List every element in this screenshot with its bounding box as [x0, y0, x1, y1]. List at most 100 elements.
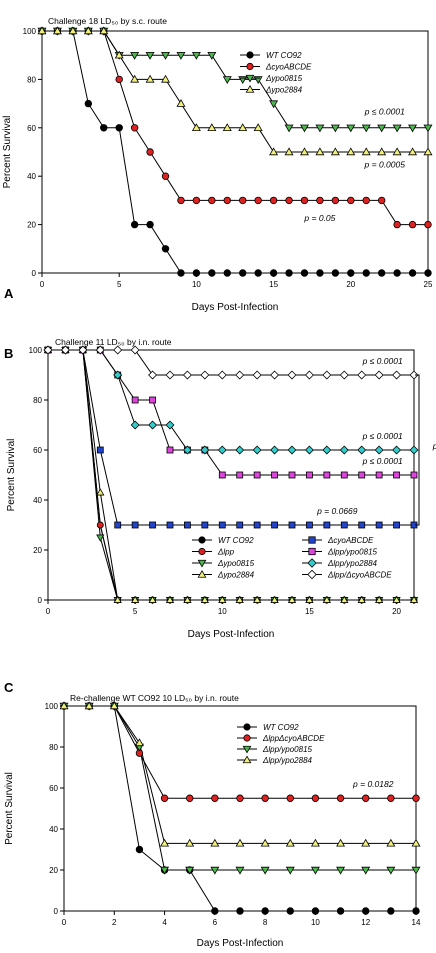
series-4-point: [184, 521, 191, 529]
series-4-point: [323, 521, 331, 529]
series-3-point: [270, 595, 279, 603]
series-6-point: [217, 445, 227, 455]
legend-label: ΔlppΔcyoABCDE: [262, 734, 325, 743]
series-0-point: [208, 269, 216, 277]
series-7-point: [304, 370, 314, 380]
series-3-point: [375, 595, 384, 603]
series-3-point: [99, 26, 109, 35]
series-4-point: [218, 521, 226, 529]
y-tick-label: 80: [33, 396, 42, 405]
series-6-point: [287, 445, 297, 455]
series-1-point: [177, 196, 185, 205]
series-7-point: [165, 370, 175, 380]
series-2-point: [315, 124, 325, 133]
series-3-point: [59, 701, 69, 710]
legend-marker: [243, 734, 251, 742]
series-0-point: [316, 269, 324, 277]
legend-marker: [242, 755, 252, 764]
p-value-annotation: p ≤ 0.0001: [364, 106, 405, 116]
series-6-point: [148, 420, 158, 430]
series-6-line: [48, 349, 414, 451]
series-1-point: [239, 196, 247, 205]
series-3-point: [392, 147, 402, 156]
x-tick-label: 10: [192, 280, 201, 289]
series-3-point: [210, 838, 220, 847]
series-2-point: [361, 866, 371, 875]
series-5-point: [236, 471, 244, 479]
series-6-point: [270, 445, 280, 455]
series-2-point: [185, 866, 195, 875]
series-0-point: [211, 907, 219, 915]
series-0-point: [393, 269, 401, 277]
series-5-point: [271, 471, 278, 479]
series-1-point: [236, 794, 244, 802]
series-4-point: [306, 521, 313, 529]
series-7-point: [200, 370, 210, 380]
series-2-point: [310, 866, 320, 875]
chart-title: Re-challenge WT CO92 10 LD₅₀ by i.n. rou…: [70, 693, 239, 703]
legend-marker: [198, 547, 206, 556]
series-2-point: [346, 124, 356, 133]
series-4-point: [96, 446, 104, 454]
p-value-annotation: p = 0.0005: [364, 160, 406, 170]
series-6-point: [409, 445, 419, 455]
series-7-point: [217, 370, 227, 380]
series-5-point: [131, 396, 139, 404]
y-tick-label: 20: [27, 221, 36, 230]
series-3-point: [191, 123, 201, 132]
x-tick-label: 5: [133, 607, 138, 616]
panel-c: C Re-challenge WT CO92 10 LD₅₀ by i.n. ro…: [4, 680, 421, 949]
series-4-point: [114, 521, 122, 529]
series-3-point: [423, 147, 433, 156]
legend-label: Δlpp/ypo2884: [327, 559, 378, 568]
series-2-point: [96, 534, 105, 542]
series-1-point: [377, 196, 386, 205]
y-axis-label: Percent Survival: [2, 116, 13, 189]
series-0-point: [177, 269, 185, 277]
series-2-point: [330, 124, 340, 133]
y-tick-label: 0: [38, 596, 43, 605]
series-3-point: [340, 595, 349, 603]
series-2-point: [260, 866, 270, 875]
series-3-point: [284, 147, 294, 156]
series-0-point: [408, 269, 417, 277]
y-tick-label: 100: [45, 702, 59, 711]
series-5-point: [410, 471, 418, 479]
series-7-point: [322, 370, 332, 380]
legend-label: Δypo0815: [217, 559, 255, 568]
series-0-point: [115, 124, 123, 132]
y-tick-label: 80: [49, 743, 58, 752]
series-5-point: [358, 471, 366, 479]
series-3-point: [269, 147, 279, 156]
series-3-point: [409, 595, 419, 603]
series-1-point: [347, 196, 355, 205]
series-1-point: [412, 794, 420, 802]
series-2-point: [285, 866, 295, 875]
series-6-point: [374, 445, 384, 455]
series-6-point: [357, 445, 367, 455]
series-0-point: [130, 220, 139, 229]
series-0-point: [387, 907, 395, 915]
x-tick-label: 10: [218, 607, 227, 616]
y-tick-label: 20: [49, 866, 58, 875]
y-tick-label: 0: [54, 907, 59, 916]
series-7-point: [78, 345, 88, 355]
series-7-point: [182, 370, 192, 380]
series-3-point: [346, 147, 356, 156]
series-0-point: [223, 269, 231, 277]
series-0-point: [261, 907, 269, 915]
legend-marker: [243, 723, 251, 731]
series-1-point: [261, 794, 269, 802]
chart-title: Challenge 11 LD₅₀ by i.n. route: [55, 337, 172, 347]
series-2-point: [408, 124, 418, 133]
series-5-line: [48, 349, 414, 476]
series-4-point: [236, 521, 244, 529]
legend-marker: [307, 569, 317, 580]
legend-marker: [308, 547, 316, 556]
series-1-point: [115, 75, 123, 84]
series-5-point: [218, 471, 226, 479]
series-1-point: [211, 794, 219, 802]
x-tick-label: 20: [346, 280, 355, 289]
series-3-point: [96, 488, 105, 496]
series-2-point: [161, 51, 171, 60]
